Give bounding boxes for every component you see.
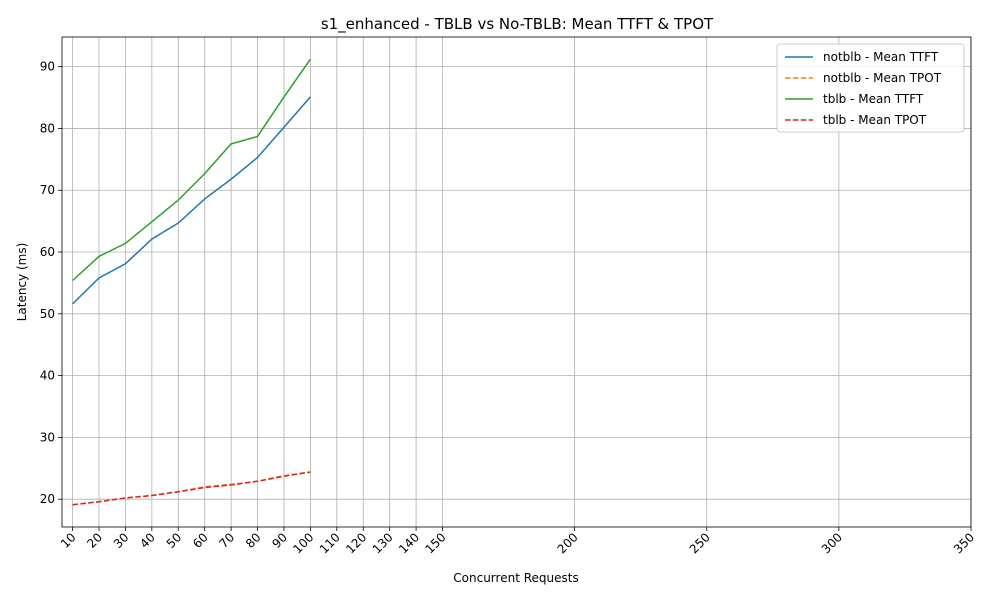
x-tick-label: 70	[217, 530, 238, 551]
series-line-4	[72, 471, 311, 506]
x-tick-label: 100	[290, 530, 316, 556]
grid-layer	[62, 37, 972, 527]
plot-frame	[61, 36, 972, 528]
legend-label: notblb - Mean TTFT	[823, 50, 939, 64]
x-tick-label: 130	[370, 530, 396, 556]
y-tick-label: 70	[40, 183, 55, 197]
x-tick-label: 120	[343, 530, 369, 556]
x-tick-label: 20	[84, 530, 105, 551]
x-tick-label: 150	[423, 530, 449, 556]
y-tick-label: 40	[40, 369, 55, 383]
y-axis-label: Latency (ms)	[15, 243, 29, 322]
x-tick-label: 60	[190, 530, 211, 551]
y-tick-label: 80	[40, 121, 55, 135]
legend-label: tblb - Mean TPOT	[823, 113, 927, 127]
x-tick-label: 140	[396, 530, 422, 556]
y-tick-label: 20	[40, 492, 55, 506]
x-tick-label: 90	[269, 530, 290, 551]
x-tick-label: 110	[317, 530, 343, 556]
x-tick-label: 40	[137, 530, 158, 551]
legend-label: tblb - Mean TTFT	[823, 92, 924, 106]
chart-title: s1_enhanced - TBLB vs No-TBLB: Mean TTFT…	[321, 15, 714, 34]
y-tick-label: 60	[40, 245, 55, 259]
x-tick-label: 250	[687, 530, 713, 556]
x-tick-label: 200	[555, 530, 581, 556]
series-line-3	[72, 58, 312, 282]
legend: notblb - Mean TTFT notblb - Mean TPOT tblb…	[776, 43, 965, 133]
legend-box	[776, 43, 965, 133]
x-tick-label: 300	[819, 530, 845, 556]
x-tick-label: 80	[243, 530, 264, 551]
series-line-1	[72, 96, 311, 305]
y-tick-label: 50	[40, 307, 55, 321]
series-layer	[72, 58, 312, 506]
x-tick-label: 350	[951, 530, 977, 556]
x-axis-label: Concurrent Requests	[453, 571, 578, 585]
legend-label: notblb - Mean TPOT	[823, 71, 942, 85]
y-tick-label: 90	[40, 60, 55, 74]
x-tick-label: 50	[164, 530, 185, 551]
x-tick-label: 30	[111, 530, 132, 551]
x-tick-label: 10	[58, 530, 79, 551]
y-tick-label: 30	[40, 430, 55, 444]
